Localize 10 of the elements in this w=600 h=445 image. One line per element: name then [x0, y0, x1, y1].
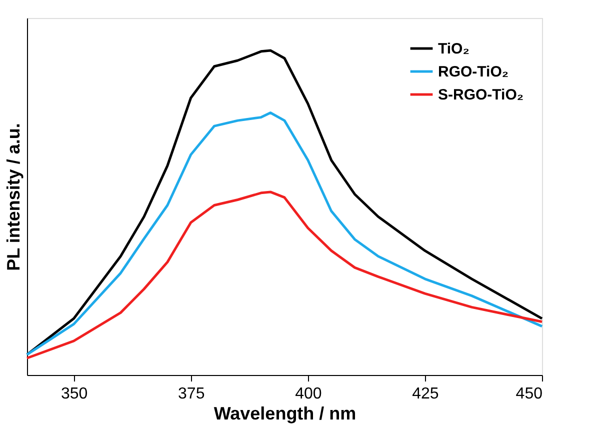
- legend-label: TiO₂: [438, 40, 470, 58]
- x-tick-label: 400: [295, 386, 322, 402]
- y-axis-title: PL intensity / a.u.: [4, 123, 24, 271]
- x-tick-label: 450: [516, 386, 543, 402]
- legend-label: RGO-TiO₂: [438, 64, 509, 80]
- legend-label: S-RGO-TiO₂: [438, 86, 524, 104]
- x-axis-title: Wavelength / nm: [214, 404, 356, 424]
- x-tick-label: 350: [60, 386, 88, 402]
- x-tick-label: 375: [178, 386, 205, 402]
- x-tick-label: 425: [412, 386, 439, 402]
